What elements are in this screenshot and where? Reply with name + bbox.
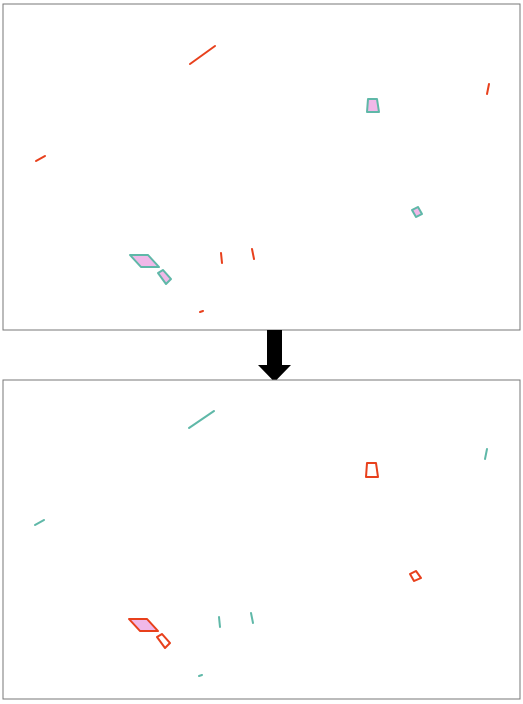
line-segment: [199, 310, 204, 313]
line-segment: [220, 252, 223, 264]
line-segment: [34, 519, 45, 526]
arrow-shaft: [267, 330, 282, 366]
line-segment: [250, 612, 254, 624]
line-segment: [486, 83, 490, 95]
polygon: [409, 570, 422, 582]
line-segment: [218, 616, 221, 628]
polygon: [156, 633, 171, 649]
line-segment: [188, 410, 215, 429]
line-segment: [189, 45, 216, 65]
panel-frame: [2, 3, 521, 331]
polygon: [157, 269, 172, 285]
teal-polygons: [129, 98, 423, 285]
line-segment: [484, 448, 488, 460]
polygon: [365, 462, 379, 478]
panel-frame: [2, 379, 521, 700]
arrow-head: [258, 365, 291, 382]
arrow: [258, 330, 291, 382]
polygon: [411, 206, 423, 218]
polygon: [366, 98, 380, 113]
top-panel: [2, 3, 521, 331]
polygon: [128, 618, 159, 632]
red-polygons: [128, 462, 422, 649]
red-lines: [35, 45, 490, 313]
polygon: [129, 254, 160, 268]
line-segment: [251, 248, 255, 260]
line-segment: [35, 155, 46, 162]
line-segment: [198, 674, 203, 677]
teal-lines: [34, 410, 488, 677]
bottom-panel: [2, 379, 521, 700]
